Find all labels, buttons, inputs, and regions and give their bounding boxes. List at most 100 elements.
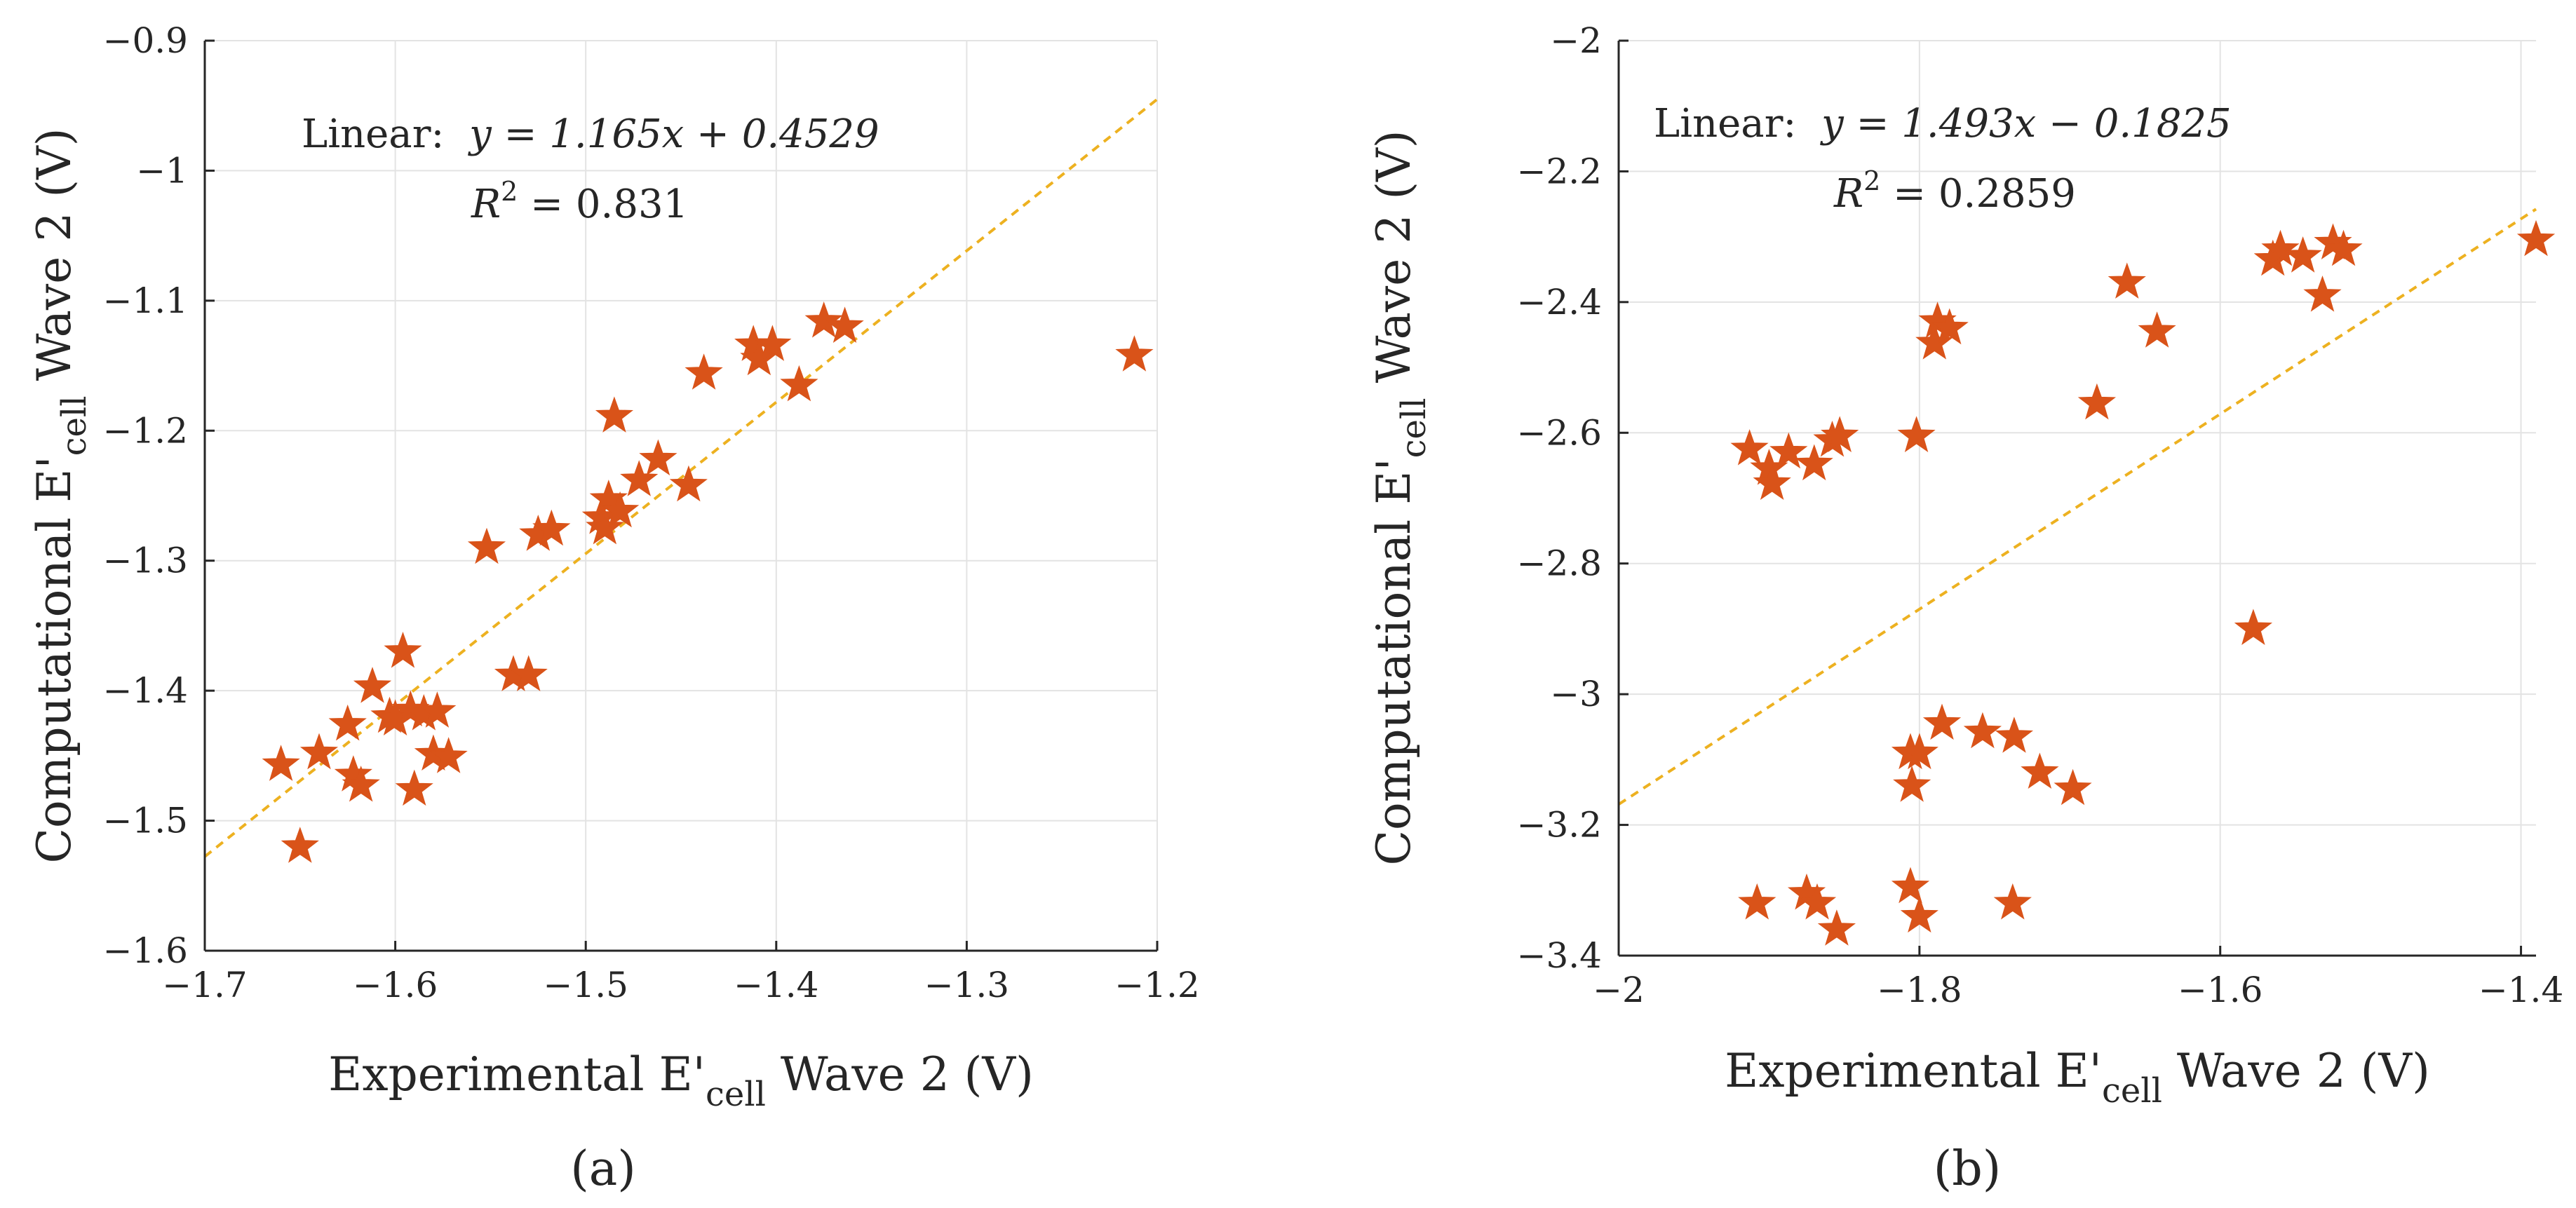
y-tick-label-a-5: −1.1 — [103, 280, 188, 321]
data-point-b-25 — [1922, 703, 1962, 740]
axes-a — [203, 39, 1159, 952]
x-tick-label-b-2: −1.6 — [2178, 970, 2263, 1010]
data-point-a-14 — [418, 691, 457, 728]
y-tick-label-b-3: −2.8 — [1517, 543, 1602, 584]
y-tick-label-b-1: −3.2 — [1517, 805, 1602, 846]
y-axis-label-b: Computational E'cell Wave 2 (V) — [1367, 130, 1434, 866]
markers-a — [262, 301, 1154, 863]
y-tick-label-b-4: −2.6 — [1517, 412, 1602, 453]
data-point-a-16 — [467, 527, 506, 564]
x-tick-label-b-0: −2 — [1593, 970, 1645, 1010]
data-point-a-27 — [639, 439, 677, 476]
y-tick-label-a-0: −1.6 — [103, 930, 188, 971]
fit-line-a-group — [203, 98, 1159, 858]
data-point-a-6 — [353, 667, 392, 703]
data-point-a-0 — [262, 745, 300, 781]
data-point-b-20 — [2516, 219, 2556, 257]
data-point-a-15 — [429, 737, 468, 773]
markers-b — [1730, 219, 2556, 946]
data-point-b-13 — [2138, 311, 2176, 348]
data-point-b-7 — [1897, 416, 1936, 453]
data-point-a-24 — [595, 396, 634, 433]
data-point-a-28 — [669, 465, 708, 502]
data-point-b-19 — [2324, 229, 2363, 266]
data-point-b-15 — [2261, 229, 2300, 266]
x-tick-label-b-1: −1.8 — [1877, 970, 1962, 1010]
data-point-a-1 — [281, 827, 319, 863]
data-point-a-29 — [685, 353, 723, 390]
data-point-b-2 — [1753, 463, 1791, 501]
y-tick-label-b-2: −3 — [1550, 674, 1602, 714]
data-point-b-29 — [2054, 768, 2092, 806]
x-tick-label-a-4: −1.3 — [924, 965, 1009, 1005]
fit-line-b — [1617, 208, 2537, 806]
y-tick-label-a-2: −1.4 — [103, 670, 188, 711]
y-tick-label-a-4: −1.2 — [103, 410, 188, 451]
chart-panel-a: −1.7 −1.6 −1.5 −1.4 −1.3 −1.2−1.6−1.5−1.4−1.3… — [27, 20, 1200, 1197]
tick-labels-b: −2 −1.8 −1.6 −1.4 −3.4 −3.2 −3 −2.8 −2.6 −2.4 −2.2… — [1517, 20, 2564, 1010]
equation-annotation-a: Linear: y = 1.165x + 0.4529 — [302, 111, 879, 157]
data-point-a-34 — [804, 301, 843, 338]
data-point-a-9 — [384, 632, 422, 668]
data-point-b-33 — [1817, 909, 1856, 946]
data-point-b-32 — [1798, 883, 1837, 920]
data-point-b-18 — [2314, 223, 2352, 260]
equation-annotation-b: Linear: y = 1.493x − 0.1825 — [1654, 101, 2232, 147]
data-point-b-27 — [1995, 717, 2034, 753]
data-point-b-28 — [2021, 752, 2059, 789]
data-point-a-20 — [532, 509, 571, 546]
y-tick-label-a-6: −1 — [136, 150, 188, 191]
axes-b — [1617, 39, 2536, 957]
data-point-b-10 — [1930, 308, 1969, 345]
fit-line-a — [203, 98, 1159, 858]
data-point-b-3 — [1769, 432, 1808, 469]
data-point-a-2 — [299, 733, 339, 770]
x-tick-label-a-2: −1.5 — [543, 965, 628, 1005]
data-point-a-18 — [509, 655, 548, 691]
tick-labels-a: −1.7 −1.6 −1.5 −1.4 −1.3 −1.2−1.6−1.5−1.4−1.3… — [103, 20, 1200, 1005]
data-point-a-3 — [328, 704, 367, 741]
data-point-b-36 — [1993, 883, 2032, 920]
x-tick-label-a-1: −1.6 — [353, 965, 438, 1005]
panel-label-a: (a) — [570, 1141, 636, 1197]
x-tick-label-a-5: −1.2 — [1114, 965, 1199, 1005]
data-point-b-35 — [1900, 896, 1938, 933]
data-point-a-11 — [395, 769, 433, 806]
x-axis-label-b: Experimental E'cell Wave 2 (V) — [1725, 1044, 2430, 1111]
y-tick-label-a-3: −1.3 — [103, 541, 188, 581]
data-point-b-6 — [1821, 416, 1859, 453]
grid-a — [204, 40, 1158, 951]
data-point-b-16 — [2284, 236, 2322, 273]
x-tick-label-b-3: −1.4 — [2479, 970, 2563, 1010]
data-point-b-23 — [1893, 766, 1931, 802]
y-axis-label-a: Computational E'cell Wave 2 (V) — [27, 128, 94, 864]
data-point-a-26 — [620, 460, 659, 496]
x-tick-label-a-0: −1.7 — [162, 965, 247, 1005]
r2-annotation-a: R2 = 0.831 — [471, 176, 688, 227]
chart-panel-b: −2 −1.8 −1.6 −1.4 −3.4 −3.2 −3 −2.8 −2.6 −2.4 −2.2… — [1367, 20, 2563, 1197]
x-axis-label-a: Experimental E'cell Wave 2 (V) — [328, 1047, 1034, 1114]
data-point-a-32 — [753, 325, 792, 361]
data-point-a-31 — [740, 339, 778, 376]
data-point-b-11 — [2077, 383, 2117, 420]
r2-annotation-b: R2 = 0.2859 — [1833, 165, 2076, 217]
data-point-b-21 — [2234, 609, 2273, 646]
x-tick-label-a-3: −1.4 — [734, 965, 818, 1005]
data-point-b-4 — [1795, 444, 1833, 481]
fit-line-b-group — [1617, 208, 2537, 806]
data-point-b-0 — [1730, 429, 1769, 466]
data-point-b-34 — [1891, 867, 1930, 904]
y-tick-label-b-7: −2 — [1550, 20, 1602, 61]
data-point-b-17 — [2303, 276, 2342, 312]
data-point-b-24 — [1900, 733, 1938, 770]
data-point-a-22 — [586, 508, 624, 545]
y-tick-label-a-7: −0.9 — [103, 20, 188, 61]
y-tick-label-b-0: −3.4 — [1517, 935, 1602, 976]
data-point-a-33 — [780, 365, 818, 402]
panel-label-b: (b) — [1934, 1141, 2002, 1197]
y-tick-label-b-6: −2.2 — [1517, 151, 1602, 191]
y-tick-label-b-5: −2.4 — [1517, 282, 1602, 323]
data-point-b-12 — [2108, 262, 2146, 299]
data-point-a-35 — [825, 306, 864, 344]
